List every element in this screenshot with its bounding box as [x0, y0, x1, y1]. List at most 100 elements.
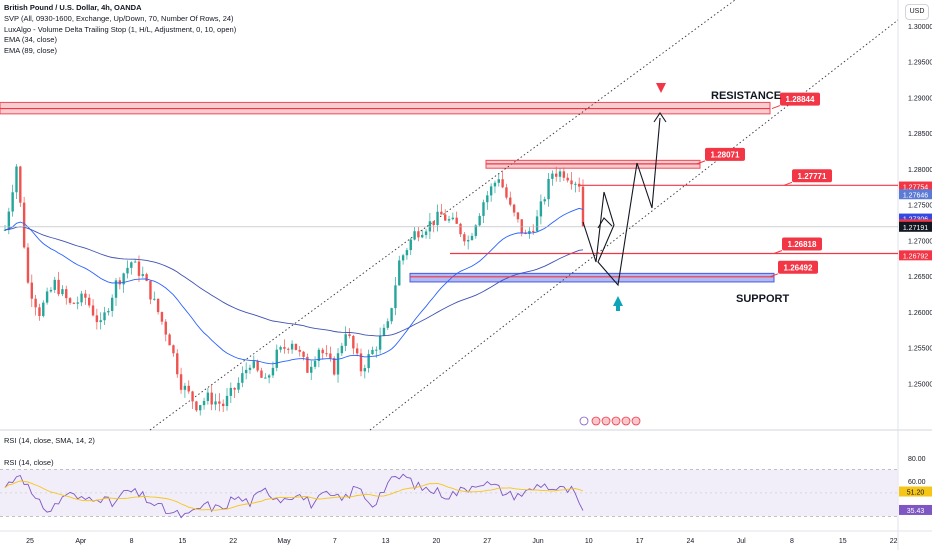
legend-symbol[interactable]: British Pound / U.S. Dollar, 4h, OANDA — [4, 3, 142, 12]
candle-body — [3, 229, 7, 231]
projection-path — [582, 112, 667, 287]
candle-body — [535, 216, 539, 232]
event-icon — [579, 416, 589, 426]
event-icon — [611, 416, 621, 426]
candle-body — [176, 353, 179, 375]
candle-body — [574, 183, 577, 185]
candle-body — [428, 221, 432, 232]
candle-body — [329, 353, 332, 359]
legend-luxalgo[interactable]: LuxAlgo - Volume Delta Trailing Stop (1,… — [4, 24, 237, 34]
candle-body — [398, 260, 401, 286]
event-icon — [591, 416, 601, 426]
candle-body — [149, 280, 152, 300]
time-tick-label: 20 — [433, 538, 441, 545]
legend-ema89[interactable]: EMA (89, close) — [4, 46, 57, 56]
rsi-tag — [899, 504, 932, 515]
candle-body — [570, 180, 573, 185]
level-label-box — [782, 237, 822, 251]
price-tag-label: 1.27646 — [903, 192, 928, 199]
legend-svp[interactable]: SVP (All, 0930-1600, Exchange, Up/Down, … — [4, 13, 234, 23]
candle-body — [15, 166, 18, 193]
zone-support — [409, 272, 775, 283]
candle-body — [443, 214, 447, 221]
price-tag — [899, 213, 932, 224]
candle-body — [252, 361, 256, 368]
candle-body — [512, 204, 516, 213]
rsi-legend-2[interactable]: RSI (14, close) — [4, 458, 54, 467]
candle-body — [214, 401, 217, 405]
candle-body — [359, 353, 363, 372]
candle-body — [99, 320, 102, 323]
price-tick-label: 1.29500 — [908, 60, 932, 67]
time-tick-label: Apr — [75, 538, 87, 545]
candle-body — [509, 197, 512, 205]
time-tick-label: Jul — [737, 538, 746, 545]
candle-body — [195, 401, 198, 411]
candle-body — [489, 186, 493, 196]
level-label: 1.26818 — [788, 240, 817, 249]
level-label-box — [792, 169, 832, 183]
candle-body — [317, 349, 321, 361]
candle-body — [221, 403, 225, 407]
candle-body — [363, 368, 367, 372]
candle-body — [271, 367, 275, 376]
level-label-connector — [696, 160, 706, 165]
candle-body — [493, 182, 497, 187]
rsi-legend-1[interactable]: RSI (14, close, SMA, 14, 2) — [4, 436, 95, 445]
projection-arrowhead — [653, 112, 667, 123]
candle-body — [321, 349, 324, 354]
candle-body — [218, 401, 221, 404]
candle-body — [30, 282, 33, 299]
candle-body — [145, 274, 148, 281]
candle-body — [386, 321, 389, 328]
candle-body — [244, 369, 248, 374]
candle-body — [206, 392, 210, 401]
time-tick-label: 8 — [130, 538, 134, 545]
candle-body — [130, 262, 133, 268]
candle-body — [520, 219, 523, 233]
candle-body — [19, 166, 22, 203]
time-axis[interactable]: 25 Apr 8 15 22 May 7 13 20 27 Jun 10 17 24 Jul 8 15 22 — [26, 538, 897, 545]
candle-body — [260, 370, 263, 378]
candle-body — [26, 247, 30, 283]
time-tick-label: 24 — [687, 538, 695, 545]
candle-body — [455, 217, 458, 224]
price-tick-label: 1.29000 — [908, 95, 932, 102]
candle-body — [49, 289, 53, 292]
candle-body — [378, 335, 382, 350]
candle-body — [421, 234, 424, 238]
candle-body — [283, 347, 286, 349]
candle-body — [133, 261, 137, 263]
time-tick-label: 22 — [229, 538, 237, 545]
level-label-box — [778, 260, 818, 274]
candle-body — [229, 387, 233, 396]
candle-body — [413, 231, 416, 240]
candle-body — [566, 177, 569, 181]
currency-button[interactable]: USD — [905, 4, 929, 20]
candle-body — [352, 335, 355, 349]
price-tick-label: 1.25000 — [908, 382, 932, 389]
candle-body — [275, 349, 278, 368]
candle-body — [114, 280, 118, 298]
legend-ema34[interactable]: EMA (34, close) — [4, 35, 57, 45]
candle-body — [110, 297, 114, 311]
price-axis[interactable]: 1.30000 1.29500 1.29000 1.28500 1.28000 1.275… — [899, 24, 932, 389]
candle-body — [287, 348, 290, 350]
event-icon — [621, 416, 631, 426]
candle-body — [539, 201, 543, 217]
up-arrow-icon — [613, 296, 623, 306]
candle-body — [555, 173, 558, 177]
price-tag — [899, 221, 932, 232]
rsi-tick-label: 80.00 — [908, 456, 926, 463]
price-tick-label: 1.26500 — [908, 274, 932, 281]
candle-body — [332, 358, 336, 375]
up-arrow-stem — [616, 306, 620, 311]
time-tick-label: 7 — [333, 538, 337, 545]
candle-body — [543, 199, 546, 202]
candle-body — [390, 308, 393, 322]
channel-lines — [149, 0, 899, 431]
candle-body — [451, 217, 455, 220]
candle-body — [95, 315, 99, 323]
candle-body — [225, 395, 229, 407]
